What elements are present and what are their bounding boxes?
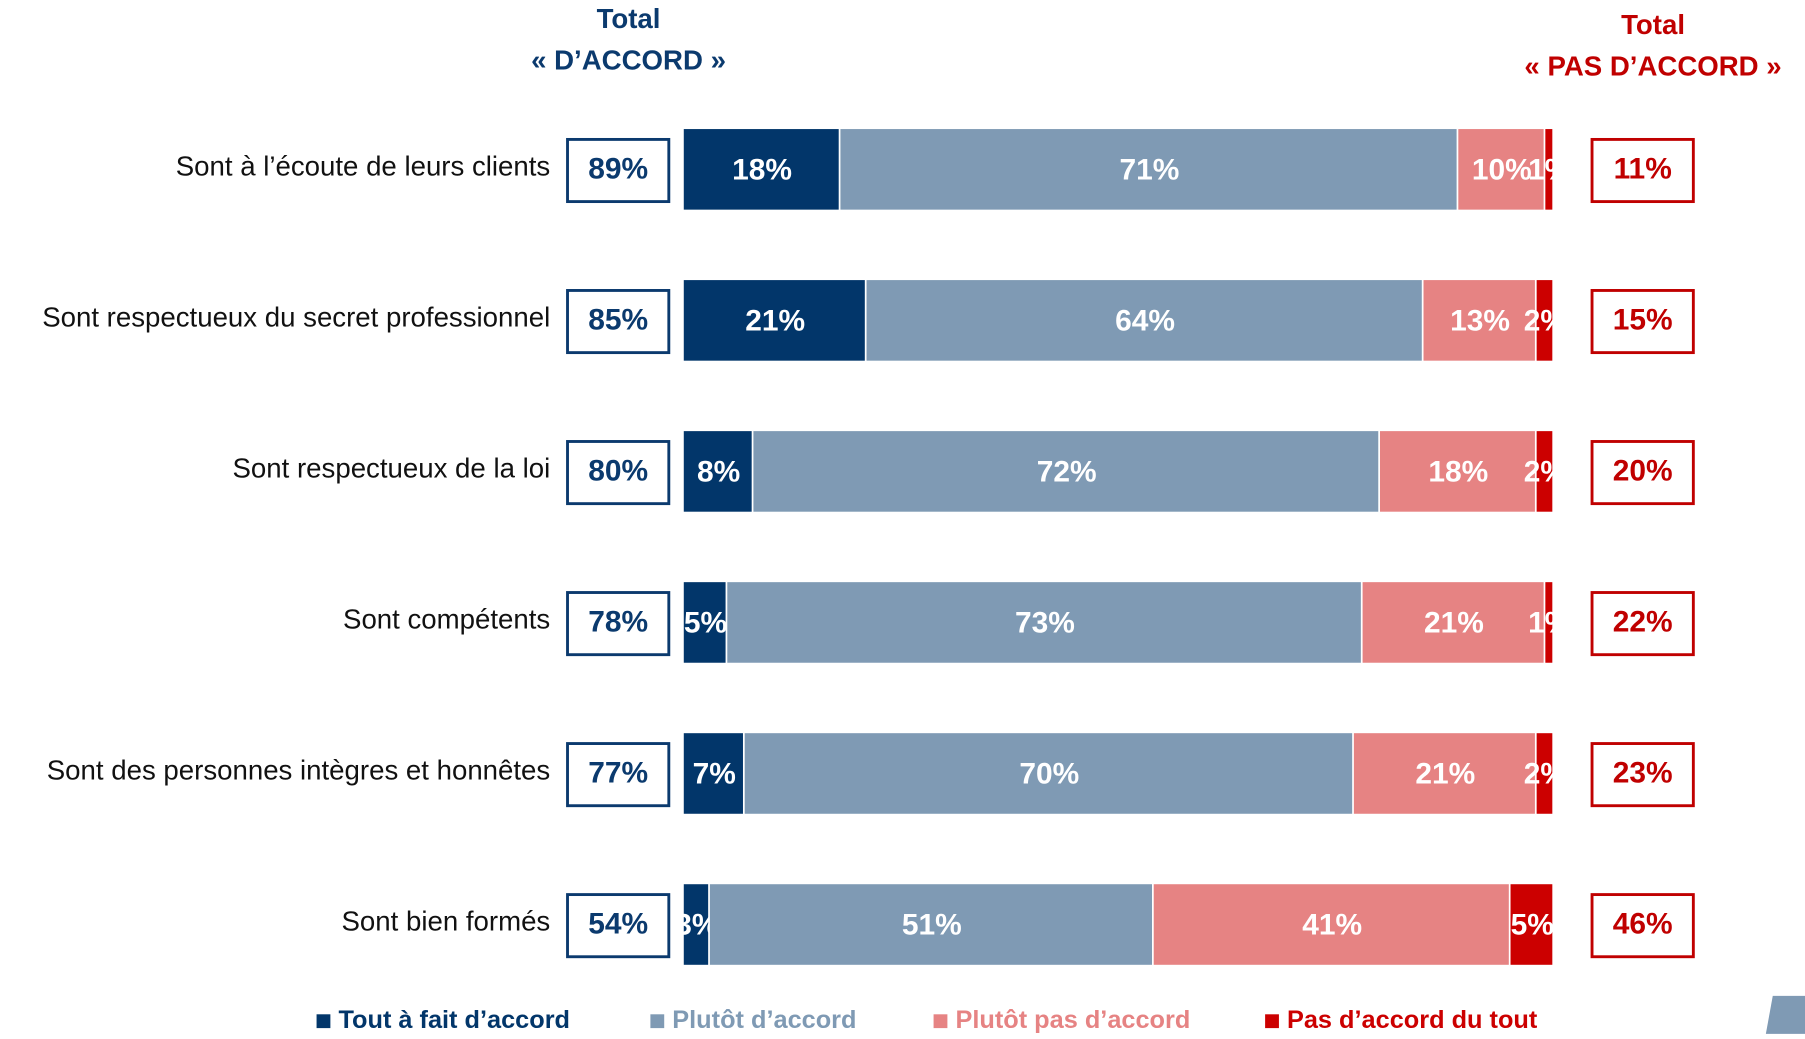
legend-swatch	[316, 1014, 331, 1029]
total-box	[1590, 137, 1695, 204]
total-box	[566, 137, 671, 204]
bar-label: 71%	[1119, 154, 1179, 187]
total-label: 85%	[588, 303, 648, 336]
logo-fragment	[1765, 995, 1805, 1034]
total-label: 77%	[588, 757, 648, 790]
bar-label: 51%	[902, 909, 962, 942]
bar-segment	[744, 733, 1353, 814]
bar-label: 1%	[1528, 154, 1571, 187]
total-box	[1590, 289, 1695, 355]
bar-label: 5%	[684, 607, 727, 640]
bar-segment	[753, 431, 1379, 512]
total-box	[566, 440, 671, 506]
total-header: « D’ACCORD »	[531, 45, 726, 76]
bar-label: 70%	[1019, 758, 1079, 791]
total-box	[566, 289, 671, 355]
category-label: Sont bien formés	[342, 906, 551, 937]
total-header: « PAS D’ACCORD »	[1524, 50, 1781, 81]
total-label: 11%	[1614, 152, 1672, 185]
bar-segment	[1379, 431, 1535, 512]
bar-segment	[683, 129, 839, 210]
legend-swatch	[650, 1014, 665, 1029]
bar-segment	[1545, 582, 1553, 663]
bar-label: 64%	[1115, 305, 1175, 338]
bar-segment	[683, 733, 743, 814]
total-label: 22%	[1613, 606, 1673, 639]
bar-label: 7%	[693, 758, 736, 791]
total-label: 23%	[1613, 757, 1673, 790]
bar-segment	[840, 129, 1457, 210]
total-label: 15%	[1613, 303, 1673, 336]
bar-label: 2%	[1524, 305, 1567, 338]
bar-label: 1%	[1528, 607, 1571, 640]
category-label: Sont compétents	[343, 604, 550, 635]
total-label: 89%	[588, 152, 648, 185]
bar-label: 73%	[1015, 607, 1075, 640]
total-label: 54%	[588, 908, 648, 941]
bar-segment	[683, 582, 726, 663]
bar-label: 72%	[1037, 456, 1097, 489]
total-box	[1590, 742, 1695, 808]
bar-segment	[1510, 884, 1553, 965]
bar-label: 21%	[745, 305, 805, 338]
bar-segment	[1423, 280, 1535, 361]
legend-label: Tout à fait d’accord	[338, 1006, 570, 1034]
category-label: Sont respectueux de la loi	[233, 453, 551, 484]
bar-segment	[1153, 884, 1509, 965]
bar-label: 21%	[1415, 758, 1475, 791]
bar-segment	[1536, 280, 1553, 361]
legend-swatch	[933, 1014, 948, 1029]
total-label: 80%	[588, 454, 648, 487]
category-label: Sont des personnes intègres et honnêtes	[47, 755, 550, 786]
bar-label: 18%	[1428, 456, 1488, 489]
bar-segment	[1536, 431, 1553, 512]
total-box	[566, 893, 671, 959]
bar-segment	[683, 884, 709, 965]
total-header: Total	[597, 3, 661, 34]
bar-segment	[1353, 733, 1535, 814]
bar-label: 18%	[732, 154, 792, 187]
total-header: Total	[1621, 9, 1685, 40]
bar-segment	[866, 280, 1422, 361]
bar-segment	[727, 582, 1361, 663]
legend-swatch	[1265, 1014, 1279, 1029]
category-label: Sont à l’écoute de leurs clients	[176, 150, 550, 181]
bar-segment	[1362, 582, 1544, 663]
total-box	[1590, 893, 1695, 959]
total-box	[566, 742, 671, 808]
total-box	[566, 591, 671, 657]
bar-segment	[1458, 129, 1544, 210]
total-label: 78%	[588, 606, 648, 639]
total-label: 46%	[1613, 908, 1673, 941]
bar-label: 2%	[1524, 758, 1567, 791]
bar-label: 10%	[1472, 154, 1532, 187]
bar-label: 13%	[1450, 305, 1510, 338]
bar-segment	[709, 884, 1152, 965]
bar-segment	[683, 431, 752, 512]
total-label: 20%	[1613, 454, 1673, 487]
legend-label: Plutôt d’accord	[672, 1006, 856, 1034]
bar-label: 5%	[1511, 909, 1554, 942]
legend-label: Plutôt pas d’accord	[955, 1006, 1190, 1034]
bar-label: 8%	[697, 456, 740, 489]
bar-segment	[683, 280, 865, 361]
total-box	[1590, 591, 1695, 657]
bar-label: 21%	[1424, 607, 1484, 640]
category-label: Sont respectueux du secret professionnel	[42, 302, 550, 333]
bar-segment	[1545, 129, 1553, 210]
bar-segment	[1536, 733, 1553, 814]
bar-label: 41%	[1302, 909, 1362, 942]
legend-label: Pas d’accord du tout	[1287, 1006, 1538, 1034]
total-box	[1590, 440, 1695, 506]
bar-label: 2%	[1524, 456, 1567, 489]
